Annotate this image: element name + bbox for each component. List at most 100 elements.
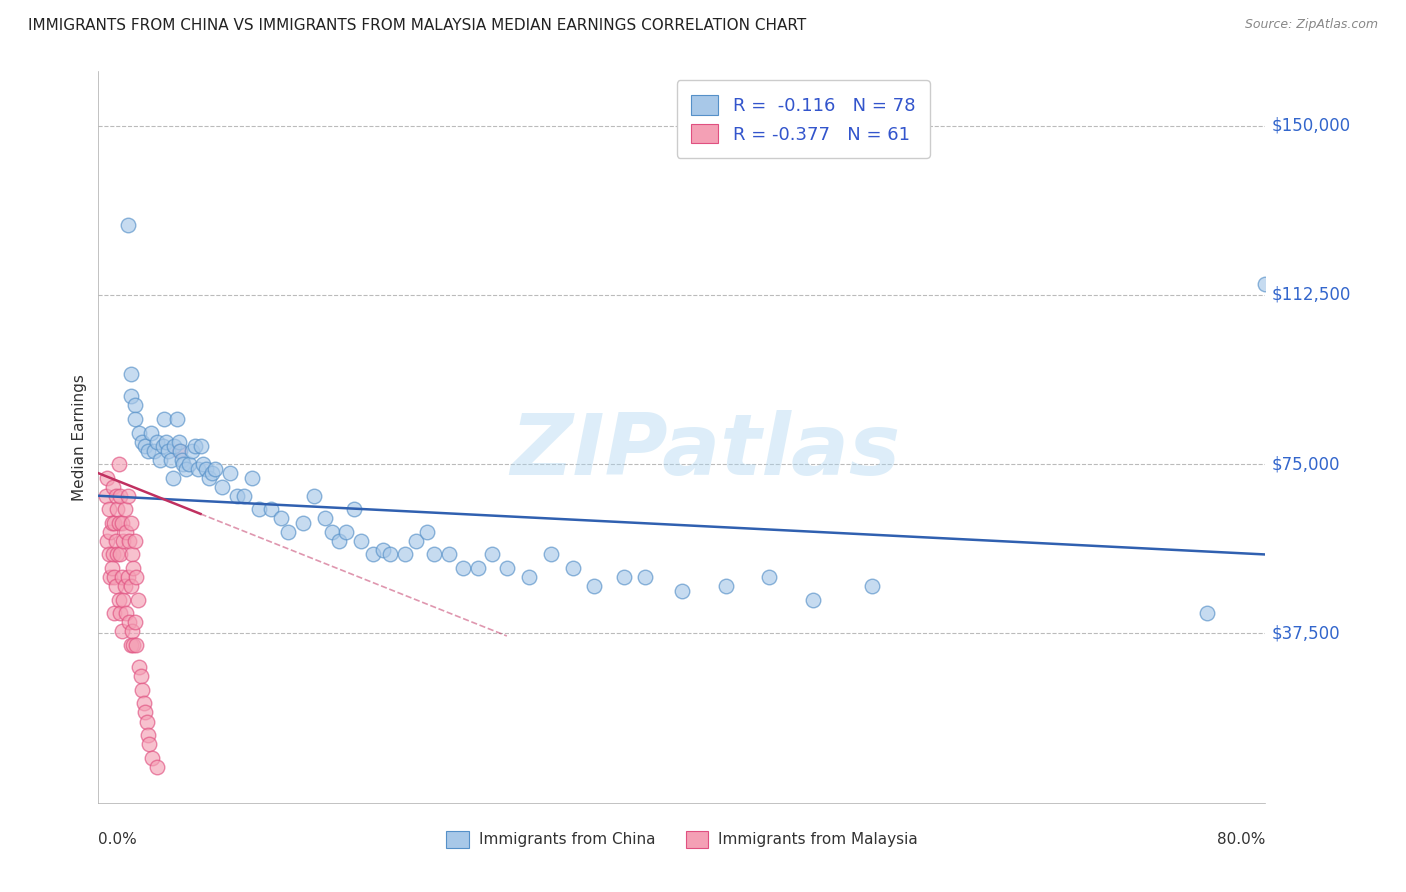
Point — [131, 682, 153, 697]
Point — [104, 533, 127, 548]
Point — [1195, 606, 1218, 620]
Point — [103, 570, 125, 584]
Point — [96, 471, 118, 485]
Point — [112, 533, 135, 548]
Point — [634, 570, 657, 584]
Point — [583, 579, 606, 593]
Point — [714, 579, 737, 593]
Point — [291, 516, 314, 530]
Point — [146, 760, 169, 774]
Point — [160, 452, 183, 467]
Point — [128, 660, 150, 674]
Point — [115, 524, 138, 539]
Point — [111, 624, 134, 639]
Point — [121, 548, 143, 562]
Point — [96, 533, 118, 548]
Point — [423, 548, 446, 562]
Point — [405, 533, 427, 548]
Point — [193, 457, 215, 471]
Point — [108, 516, 131, 530]
Point — [128, 425, 150, 440]
Point — [125, 570, 148, 584]
Point — [101, 548, 124, 562]
Point — [612, 570, 634, 584]
Point — [105, 502, 128, 516]
Legend: Immigrants from China, Immigrants from Malaysia: Immigrants from China, Immigrants from M… — [440, 825, 924, 854]
Point — [314, 511, 336, 525]
Point — [218, 466, 240, 480]
Text: $150,000: $150,000 — [1271, 117, 1350, 135]
Point — [124, 399, 146, 413]
Point — [540, 548, 562, 562]
Text: $37,500: $37,500 — [1271, 624, 1340, 642]
Point — [198, 471, 221, 485]
Point — [110, 548, 132, 562]
Point — [141, 750, 163, 764]
Point — [97, 502, 120, 516]
Point — [371, 543, 394, 558]
Point — [115, 606, 138, 620]
Point — [183, 439, 205, 453]
Point — [177, 457, 200, 471]
Point — [304, 489, 326, 503]
Point — [129, 669, 152, 683]
Point — [108, 592, 131, 607]
Point — [277, 524, 299, 539]
Point — [124, 615, 146, 630]
Point — [120, 389, 142, 403]
Point — [120, 367, 142, 381]
Point — [671, 583, 693, 598]
Point — [496, 561, 519, 575]
Point — [204, 461, 226, 475]
Point — [142, 443, 165, 458]
Text: Source: ZipAtlas.com: Source: ZipAtlas.com — [1244, 18, 1378, 31]
Point — [124, 412, 146, 426]
Text: 80.0%: 80.0% — [1218, 832, 1265, 847]
Point — [152, 439, 174, 453]
Point — [110, 489, 132, 503]
Point — [350, 533, 373, 548]
Point — [114, 502, 136, 516]
Point — [195, 461, 218, 475]
Y-axis label: Median Earnings: Median Earnings — [72, 374, 87, 500]
Point — [136, 443, 159, 458]
Point — [118, 615, 141, 630]
Point — [97, 548, 120, 562]
Point — [103, 516, 125, 530]
Point — [190, 439, 212, 453]
Point — [240, 471, 263, 485]
Point — [801, 592, 824, 607]
Point — [394, 548, 416, 562]
Point — [136, 728, 159, 742]
Point — [117, 570, 139, 584]
Point — [132, 697, 155, 711]
Point — [131, 434, 153, 449]
Point — [860, 579, 883, 593]
Point — [108, 457, 131, 471]
Point — [187, 461, 209, 475]
Point — [100, 516, 122, 530]
Point — [162, 471, 184, 485]
Point — [180, 443, 202, 458]
Point — [561, 561, 583, 575]
Point — [121, 624, 143, 639]
Point — [517, 570, 540, 584]
Text: $75,000: $75,000 — [1271, 455, 1340, 473]
Point — [94, 489, 117, 503]
Point — [211, 480, 233, 494]
Point — [451, 561, 474, 575]
Point — [138, 737, 160, 751]
Point — [153, 412, 176, 426]
Text: IMMIGRANTS FROM CHINA VS IMMIGRANTS FROM MALAYSIA MEDIAN EARNINGS CORRELATION CH: IMMIGRANTS FROM CHINA VS IMMIGRANTS FROM… — [28, 18, 807, 33]
Point — [167, 443, 190, 458]
Point — [226, 489, 249, 503]
Point — [380, 548, 402, 562]
Point — [105, 548, 128, 562]
Point — [149, 452, 172, 467]
Point — [100, 561, 122, 575]
Point — [139, 425, 162, 440]
Text: ZIPatlas: ZIPatlas — [510, 410, 900, 493]
Point — [104, 489, 127, 503]
Point — [163, 439, 186, 453]
Point — [98, 570, 121, 584]
